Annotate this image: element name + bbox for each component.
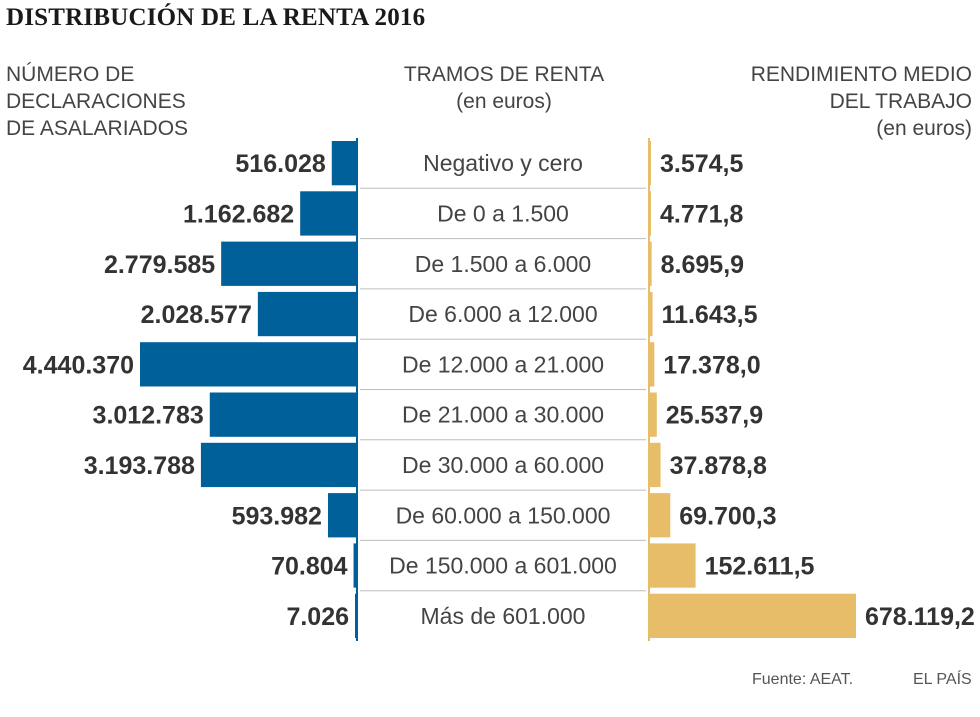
- right-bar: [649, 493, 671, 538]
- right-value-label: 3.574,5: [660, 150, 744, 178]
- left-bar: [327, 493, 357, 538]
- category-label: De 6.000 a 12.000: [408, 301, 597, 327]
- right-bar: [649, 543, 696, 588]
- left-value-label: 70.804: [271, 553, 348, 581]
- brand-label: EL PAÍS: [913, 671, 972, 688]
- left-bar: [257, 291, 357, 337]
- left-value-label: 2.779.585: [104, 251, 215, 279]
- left-value-label: 1.162.682: [183, 200, 294, 228]
- chart-title: DISTRIBUCIÓN DE LA RENTA 2016: [6, 4, 426, 31]
- category-label: De 60.000 a 150.000: [396, 502, 611, 528]
- right-value-label: 25.537,9: [666, 402, 763, 430]
- category-label: Más de 601.000: [421, 603, 586, 629]
- right-value-label: 37.878,8: [670, 452, 767, 480]
- left-header-line: DECLARACIONES: [6, 90, 186, 113]
- right-header-line: RENDIMIENTO MEDIO: [750, 63, 972, 86]
- right-bar: [649, 342, 655, 387]
- left-bar: [209, 392, 357, 437]
- right-value-label: 152.611,5: [705, 553, 815, 581]
- left-value-label: 2.028.577: [141, 301, 252, 329]
- right-header-line: (en euros): [876, 117, 972, 140]
- left-bar: [140, 342, 357, 387]
- left-bar: [353, 543, 357, 588]
- right-header-line: DEL TRABAJO: [829, 90, 972, 113]
- right-axis-header: RENDIMIENTO MEDIO DEL TRABAJO (en euros): [751, 61, 972, 142]
- category-label: Negativo y cero: [423, 150, 583, 176]
- right-value-label: 11.643,5: [662, 301, 758, 329]
- left-bar: [331, 141, 357, 186]
- right-value-label: 4.771,8: [660, 200, 744, 228]
- right-value-label: 69.700,3: [679, 502, 776, 530]
- right-bar: [649, 392, 657, 437]
- middle-header-line: TRAMOS DE RENTA: [403, 63, 605, 86]
- right-bar: [649, 241, 652, 286]
- right-value-label: 17.378,0: [663, 351, 760, 379]
- middle-header: TRAMOS DE RENTA (en euros): [360, 61, 648, 115]
- left-bar: [221, 241, 357, 286]
- left-value-label: 3.193.788: [84, 452, 195, 480]
- middle-header-line: (en euros): [456, 90, 552, 113]
- category-label: De 12.000 a 21.000: [402, 351, 604, 377]
- left-value-label: 593.982: [232, 502, 322, 530]
- left-value-label: 3.012.783: [93, 402, 204, 430]
- left-bar: [200, 442, 357, 488]
- left-value-label: 4.440.370: [23, 351, 134, 379]
- left-axis-header: NÚMERO DE DECLARACIONES DE ASALARIADOS: [6, 61, 188, 142]
- left-header-line: DE ASALARIADOS: [6, 117, 189, 140]
- right-value-label: 678.119,2: [865, 603, 975, 631]
- right-value-label: 8.695,9: [661, 251, 744, 279]
- left-header-line: NÚMERO DE: [6, 63, 135, 86]
- category-label: De 1.500 a 6.000: [415, 251, 591, 277]
- left-value-label: 516.028: [235, 150, 325, 178]
- category-label: De 21.000 a 30.000: [402, 402, 604, 428]
- source-note: Fuente: AEAT.: [752, 671, 854, 688]
- category-label: De 150.000 a 601.000: [389, 553, 617, 579]
- right-bar: [649, 593, 856, 638]
- category-label: De 0 a 1.500: [437, 200, 569, 226]
- right-bar: [649, 442, 661, 488]
- right-bar: [649, 291, 653, 337]
- category-label: De 30.000 a 60.000: [402, 452, 604, 478]
- left-value-label: 7.026: [286, 603, 349, 631]
- left-bar: [300, 191, 357, 236]
